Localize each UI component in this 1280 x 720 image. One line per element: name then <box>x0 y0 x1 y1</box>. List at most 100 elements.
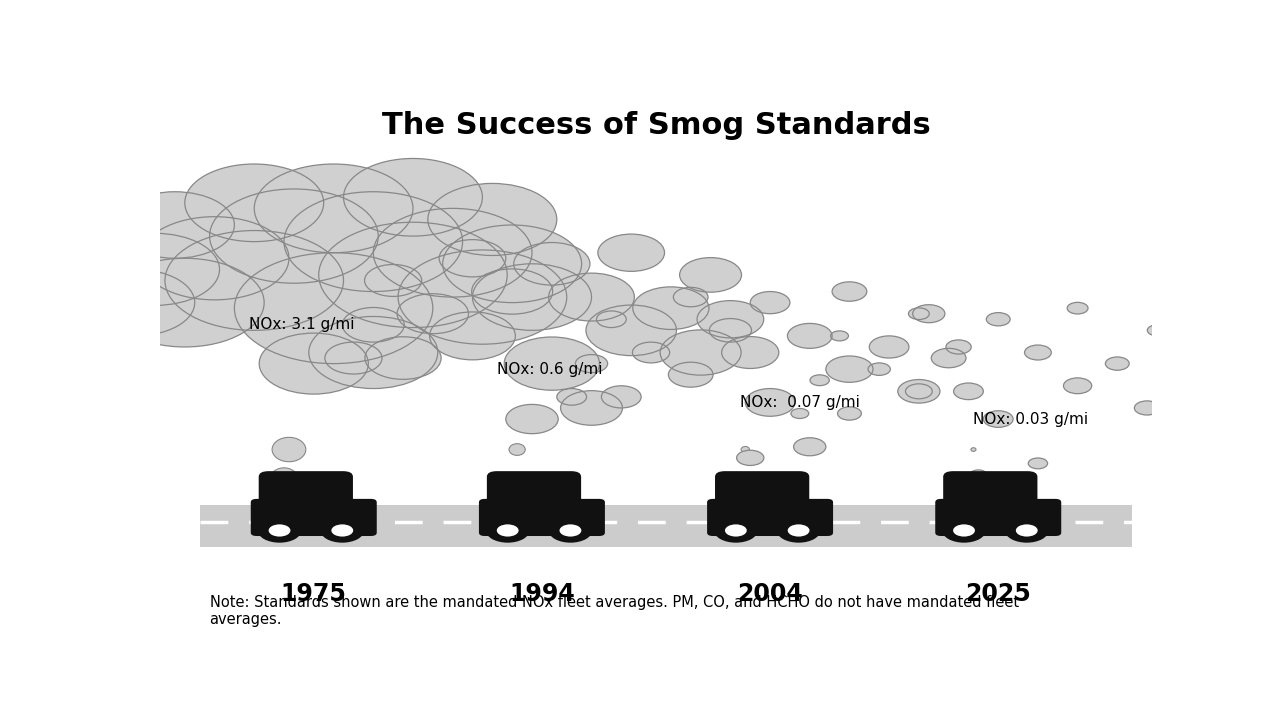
Circle shape <box>255 164 413 253</box>
Circle shape <box>791 408 809 418</box>
Circle shape <box>504 337 599 390</box>
Circle shape <box>736 450 764 465</box>
Circle shape <box>497 524 518 536</box>
Ellipse shape <box>733 498 737 501</box>
Circle shape <box>165 230 343 330</box>
Text: NOx: 3.1 g/mi: NOx: 3.1 g/mi <box>250 318 355 333</box>
Circle shape <box>320 518 364 543</box>
Circle shape <box>586 305 676 356</box>
Circle shape <box>826 356 873 382</box>
Ellipse shape <box>273 437 306 462</box>
Ellipse shape <box>741 446 750 453</box>
Text: NOx: 0.03 g/mi: NOx: 0.03 g/mi <box>973 412 1088 426</box>
Circle shape <box>680 258 741 292</box>
Circle shape <box>343 158 483 236</box>
Circle shape <box>673 287 708 307</box>
Text: NOx:  0.07 g/mi: NOx: 0.07 g/mi <box>740 395 860 410</box>
Circle shape <box>76 269 195 336</box>
Circle shape <box>428 184 557 256</box>
Circle shape <box>141 217 289 300</box>
Ellipse shape <box>737 475 744 480</box>
Circle shape <box>909 308 929 320</box>
Circle shape <box>632 342 669 363</box>
Circle shape <box>970 470 987 479</box>
Text: Note: Standards shown are the mandated NOx fleet averages. PM, CO, and HCHO do n: Note: Standards shown are the mandated N… <box>210 595 1019 627</box>
Circle shape <box>632 287 709 330</box>
Circle shape <box>374 208 532 297</box>
Circle shape <box>777 518 820 543</box>
Circle shape <box>660 330 741 375</box>
Circle shape <box>1134 401 1160 415</box>
Circle shape <box>983 410 1014 428</box>
FancyBboxPatch shape <box>936 499 1061 536</box>
Circle shape <box>1188 403 1206 413</box>
Circle shape <box>932 348 966 368</box>
FancyBboxPatch shape <box>479 499 605 536</box>
Text: 1994: 1994 <box>509 582 575 606</box>
Circle shape <box>365 337 442 379</box>
Ellipse shape <box>506 473 518 482</box>
FancyBboxPatch shape <box>251 499 376 536</box>
Circle shape <box>831 331 849 341</box>
Circle shape <box>115 192 234 258</box>
Circle shape <box>1005 518 1048 543</box>
Circle shape <box>942 518 986 543</box>
Circle shape <box>913 305 945 323</box>
Circle shape <box>472 269 553 314</box>
Circle shape <box>549 518 593 543</box>
Circle shape <box>430 312 516 360</box>
Text: NOx: 0.6 g/mi: NOx: 0.6 g/mi <box>498 361 603 377</box>
Circle shape <box>722 336 778 369</box>
Circle shape <box>443 225 581 302</box>
Circle shape <box>745 389 795 416</box>
Circle shape <box>397 294 468 333</box>
Circle shape <box>439 240 506 277</box>
Circle shape <box>698 301 764 338</box>
Circle shape <box>184 164 324 242</box>
Circle shape <box>284 192 462 292</box>
FancyBboxPatch shape <box>259 471 353 510</box>
Circle shape <box>869 336 909 358</box>
Circle shape <box>234 253 433 364</box>
FancyBboxPatch shape <box>716 471 809 510</box>
Circle shape <box>1106 357 1129 370</box>
Ellipse shape <box>270 493 288 505</box>
Circle shape <box>787 323 832 348</box>
Circle shape <box>325 342 381 374</box>
Bar <box>200 505 1132 546</box>
Circle shape <box>787 524 809 536</box>
Circle shape <box>668 362 713 387</box>
Circle shape <box>1016 524 1038 536</box>
Ellipse shape <box>271 468 297 487</box>
Circle shape <box>549 273 635 321</box>
Circle shape <box>1024 345 1051 360</box>
Circle shape <box>832 282 867 301</box>
Circle shape <box>897 379 940 403</box>
Circle shape <box>513 243 590 285</box>
Circle shape <box>559 524 581 536</box>
Circle shape <box>946 340 972 354</box>
Circle shape <box>557 389 586 405</box>
Circle shape <box>709 318 751 342</box>
Ellipse shape <box>963 498 965 500</box>
Circle shape <box>308 317 438 389</box>
Circle shape <box>987 312 1010 326</box>
Circle shape <box>1147 325 1166 336</box>
Circle shape <box>259 333 369 394</box>
Circle shape <box>105 258 264 347</box>
Circle shape <box>486 518 530 543</box>
Circle shape <box>810 375 829 386</box>
Circle shape <box>257 518 301 543</box>
Ellipse shape <box>503 497 512 503</box>
Circle shape <box>905 384 932 399</box>
Circle shape <box>342 307 404 342</box>
Circle shape <box>398 250 567 344</box>
Circle shape <box>1068 302 1088 314</box>
FancyBboxPatch shape <box>943 471 1037 510</box>
FancyBboxPatch shape <box>486 471 581 510</box>
Circle shape <box>561 391 622 426</box>
Circle shape <box>724 524 746 536</box>
Circle shape <box>794 438 826 456</box>
Circle shape <box>269 524 291 536</box>
Circle shape <box>472 264 591 330</box>
